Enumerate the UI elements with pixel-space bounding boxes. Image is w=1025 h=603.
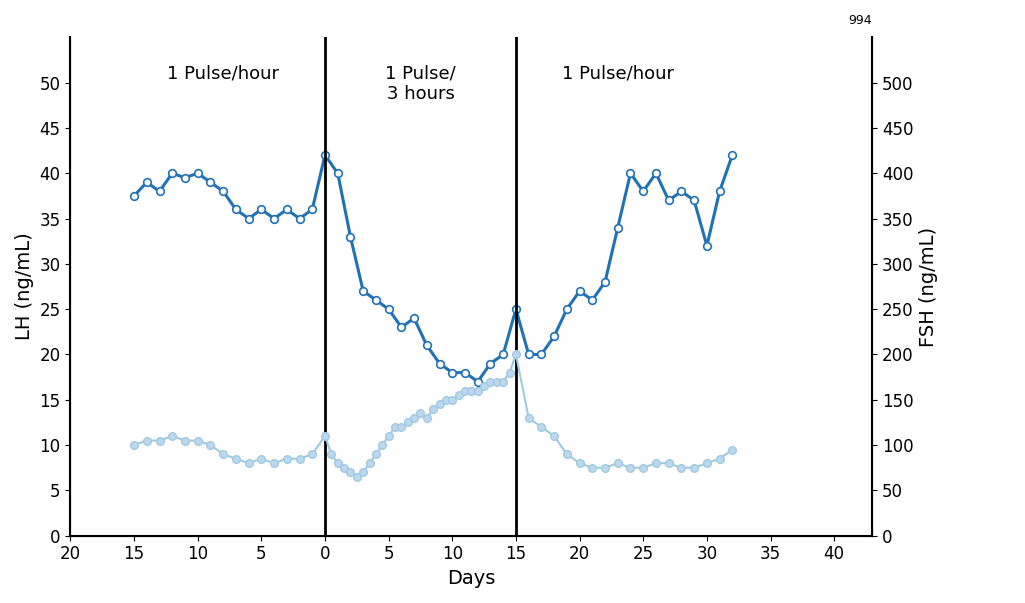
Text: 994: 994	[849, 14, 872, 27]
X-axis label: Days: Days	[447, 569, 495, 588]
Text: 1 Pulse/
3 hours: 1 Pulse/ 3 hours	[385, 65, 456, 103]
Y-axis label: FSH (ng/mL): FSH (ng/mL)	[919, 227, 938, 347]
Y-axis label: LH (ng/mL): LH (ng/mL)	[15, 233, 34, 340]
Text: 1 Pulse/hour: 1 Pulse/hour	[562, 65, 673, 83]
Text: 1 Pulse/hour: 1 Pulse/hour	[167, 65, 279, 83]
